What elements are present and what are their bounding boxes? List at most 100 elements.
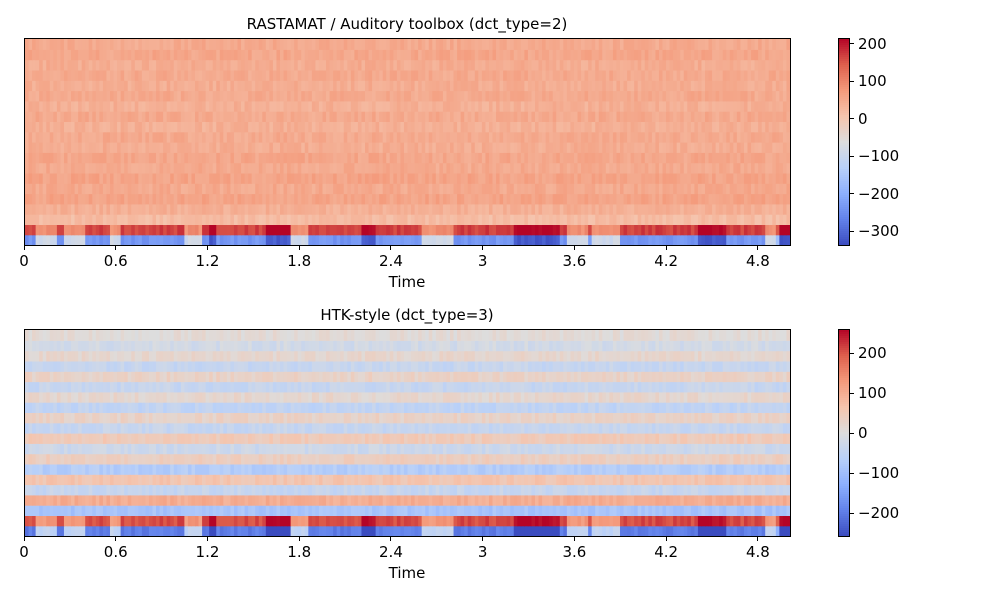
heatmap-cell: [758, 49, 763, 61]
heatmap-cell: [230, 100, 235, 112]
heatmap-cell: [368, 142, 373, 153]
heatmap-cell: [446, 111, 451, 122]
heatmap-cell: [56, 162, 62, 174]
heatmap-cell: [343, 203, 348, 215]
heatmap-cell: [658, 214, 664, 225]
heatmap-cell: [758, 525, 763, 536]
heatmap-cell: [187, 224, 193, 236]
heatmap-cell: [42, 183, 47, 195]
heatmap-cell: [729, 234, 734, 245]
heatmap-cell: [350, 234, 355, 245]
heatmap-cell: [719, 49, 724, 61]
heatmap-cell: [333, 80, 338, 92]
heatmap-cell: [425, 193, 430, 205]
heatmap-cell: [726, 183, 731, 195]
heatmap-cell: [251, 59, 256, 71]
heatmap-cell: [457, 162, 462, 174]
heatmap-cell: [602, 111, 607, 122]
heatmap-cell: [39, 515, 44, 527]
heatmap-cell: [729, 162, 734, 174]
heatmap-cell: [244, 80, 249, 92]
heatmap-cell: [747, 214, 752, 225]
heatmap-cell: [556, 515, 561, 527]
heatmap-cell: [772, 224, 777, 236]
heatmap-cell: [726, 49, 731, 61]
heatmap-cell: [202, 131, 207, 143]
heatmap-cell: [173, 69, 178, 81]
heatmap-cell: [450, 69, 455, 81]
heatmap-cell: [428, 203, 433, 215]
heatmap-cell: [591, 80, 596, 92]
heatmap-cell: [184, 525, 189, 536]
heatmap-cell: [262, 203, 267, 215]
heatmap-cell: [333, 214, 338, 225]
heatmap-cell: [570, 59, 575, 71]
heatmap-cell: [237, 193, 242, 205]
heatmap-cell: [141, 234, 147, 245]
heatmap-cell: [216, 152, 221, 164]
heatmap-cell: [538, 142, 543, 153]
heatmap-cell: [765, 224, 770, 236]
heatmap-cell: [248, 162, 253, 174]
heatmap-cell: [620, 49, 625, 61]
heatmap-cell: [276, 224, 281, 236]
heatmap-cell: [110, 172, 115, 184]
heatmap-cell: [343, 515, 348, 527]
heatmap-cell: [382, 203, 387, 215]
heatmap-cell: [237, 111, 242, 122]
heatmap-cell: [81, 224, 86, 236]
heatmap-cell: [506, 162, 511, 174]
heatmap-cell: [570, 39, 575, 50]
heatmap-cell: [276, 80, 281, 92]
heatmap-cell: [694, 214, 699, 225]
heatmap-cell: [173, 121, 178, 133]
heatmap-cell: [687, 59, 692, 71]
heatmap-cell: [297, 214, 302, 225]
colorbar-segment: [839, 43, 849, 46]
heatmap-cell: [765, 90, 770, 102]
heatmap-cell: [120, 142, 125, 153]
heatmap-cell: [329, 59, 334, 71]
heatmap-cell: [297, 69, 302, 81]
heatmap-cell: [67, 172, 72, 184]
heatmap-cell: [457, 183, 462, 195]
heatmap-cell: [446, 152, 451, 164]
heatmap-cell: [294, 49, 299, 61]
heatmap-cell: [524, 90, 529, 102]
heatmap-cell: [598, 515, 603, 527]
heatmap-cell: [729, 152, 734, 164]
heatmap-cell: [74, 49, 79, 61]
heatmap-cell: [357, 100, 363, 112]
heatmap-cell: [751, 90, 756, 102]
heatmap-cell: [552, 142, 557, 153]
heatmap-cell: [464, 131, 469, 143]
heatmap-cell: [680, 100, 685, 112]
heatmap-cell: [131, 39, 136, 50]
heatmap-cell: [95, 525, 100, 536]
heatmap-cell: [758, 515, 763, 527]
heatmap-cell: [184, 214, 189, 225]
heatmap-cell: [39, 121, 44, 133]
heatmap-cell: [605, 525, 610, 536]
heatmap-cell: [276, 100, 281, 112]
heatmap-cell: [223, 162, 228, 174]
heatmap-cell: [357, 142, 363, 153]
heatmap-cell: [414, 183, 419, 195]
heatmap-cell: [733, 111, 738, 122]
heatmap-cell: [566, 142, 572, 153]
heatmap-cell: [198, 59, 203, 71]
heatmap-cell: [442, 39, 448, 50]
heatmap-cell: [648, 59, 653, 71]
heatmap-cell: [265, 111, 270, 122]
heatmap-cell: [630, 80, 635, 92]
heatmap-cell: [666, 193, 671, 205]
heatmap-cell: [92, 193, 97, 205]
heatmap-cell: [669, 142, 674, 153]
heatmap-cell: [552, 59, 557, 71]
heatmap-cell: [559, 69, 564, 81]
heatmap-cell: [219, 121, 224, 133]
heatmap-cell: [42, 203, 47, 215]
heatmap-cell: [612, 49, 618, 61]
heatmap-cell: [329, 203, 334, 215]
heatmap-cell: [134, 183, 139, 195]
